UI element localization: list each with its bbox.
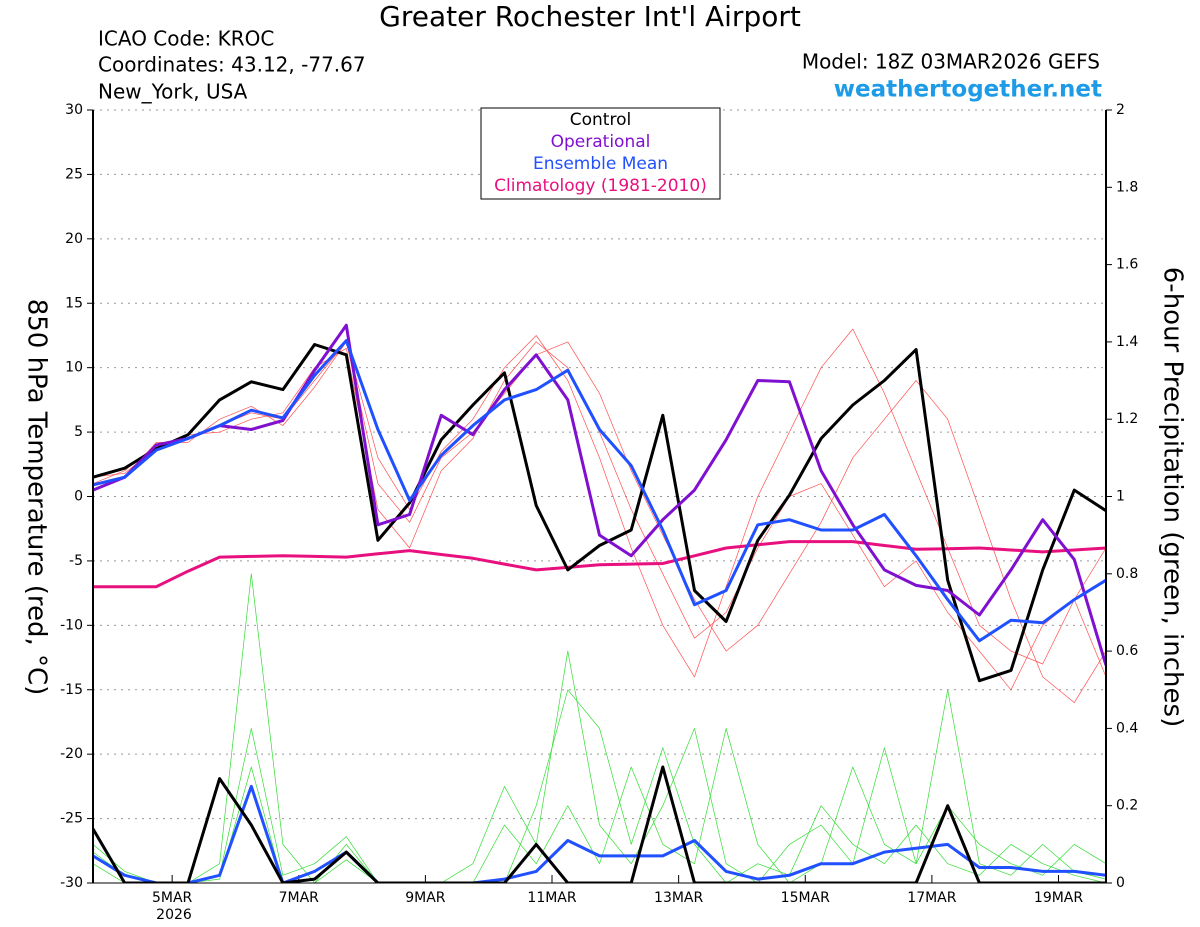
y2-tick-label: 1.2 [1116,411,1138,427]
legend-entry: Ensemble Mean [533,154,668,174]
y2-tick-label: 2 [1116,102,1125,118]
series-line [93,765,1106,883]
series-line [93,339,1106,643]
y2-tick-label: 1.4 [1116,334,1138,350]
info-line: ICAO Code: KROC [98,27,274,51]
y-tick-label: 5 [74,424,83,440]
x-tick-label: 19MAR [1034,890,1083,906]
x-year-label: 2026 [156,907,192,923]
y-tick-label: -5 [69,553,83,569]
y2-tick-label: 0.6 [1116,643,1138,659]
y-tick-label: -15 [60,682,83,698]
y-tick-label: 25 [65,166,83,182]
series-line [93,784,1106,883]
y-axis-label: 850 hPa Temperature (red, °C) [22,299,52,696]
series-line [93,341,1106,703]
y2-tick-label: 1.6 [1116,257,1138,273]
series-line [93,573,1106,883]
x-tick-label: 15MAR [781,890,830,906]
y2-tick-label: 1.8 [1116,179,1138,195]
series-line [93,323,1106,666]
legend-entry: Control [570,110,631,130]
y-tick-label: -10 [60,617,83,633]
x-tick-label: 13MAR [654,890,703,906]
series-line [93,341,1106,691]
y-tick-label: -20 [60,746,83,762]
source-label: weathertogether.net [834,77,1102,103]
info-line: New_York, USA [98,80,248,104]
legend-box [480,107,721,200]
x-tick-label: 5MAR [152,890,193,906]
series-line [93,343,1106,683]
series-line [93,328,1106,678]
legend-entry: Climatology (1981-2010) [494,176,707,196]
y2-tick-label: 0.8 [1116,566,1138,582]
y-tick-label: -25 [60,811,83,827]
y-tick-label: -30 [60,875,83,891]
series-line [93,689,1106,883]
x-tick-label: 11MAR [527,890,576,906]
y-tick-label: 10 [65,360,83,376]
y2-tick-label: 0.4 [1116,720,1138,736]
y-tick-label: 15 [65,295,83,311]
x-tick-label: 9MAR [405,890,446,906]
y-tick-label: 0 [74,489,83,505]
x-tick-label: 7MAR [279,890,320,906]
y2-tick-label: 0.2 [1116,798,1138,814]
y2-axis-label: 6-hour Precipitation (green, inches) [1158,267,1188,727]
x-tick-label: 17MAR [907,890,956,906]
y2-tick-label: 0 [1116,875,1125,891]
series-line [93,650,1106,883]
y2-tick-label: 1 [1116,489,1125,505]
model-label: Model: 18Z 03MAR2026 GEFS [802,50,1100,74]
legend-entry: Operational [551,132,651,152]
series-line [93,540,1106,589]
y-tick-label: 30 [65,102,83,118]
info-line: Coordinates: 43.12, -77.67 [98,53,366,77]
y-tick-label: 20 [65,231,83,247]
chart-title: Greater Rochester Int'l Airport [379,0,801,33]
